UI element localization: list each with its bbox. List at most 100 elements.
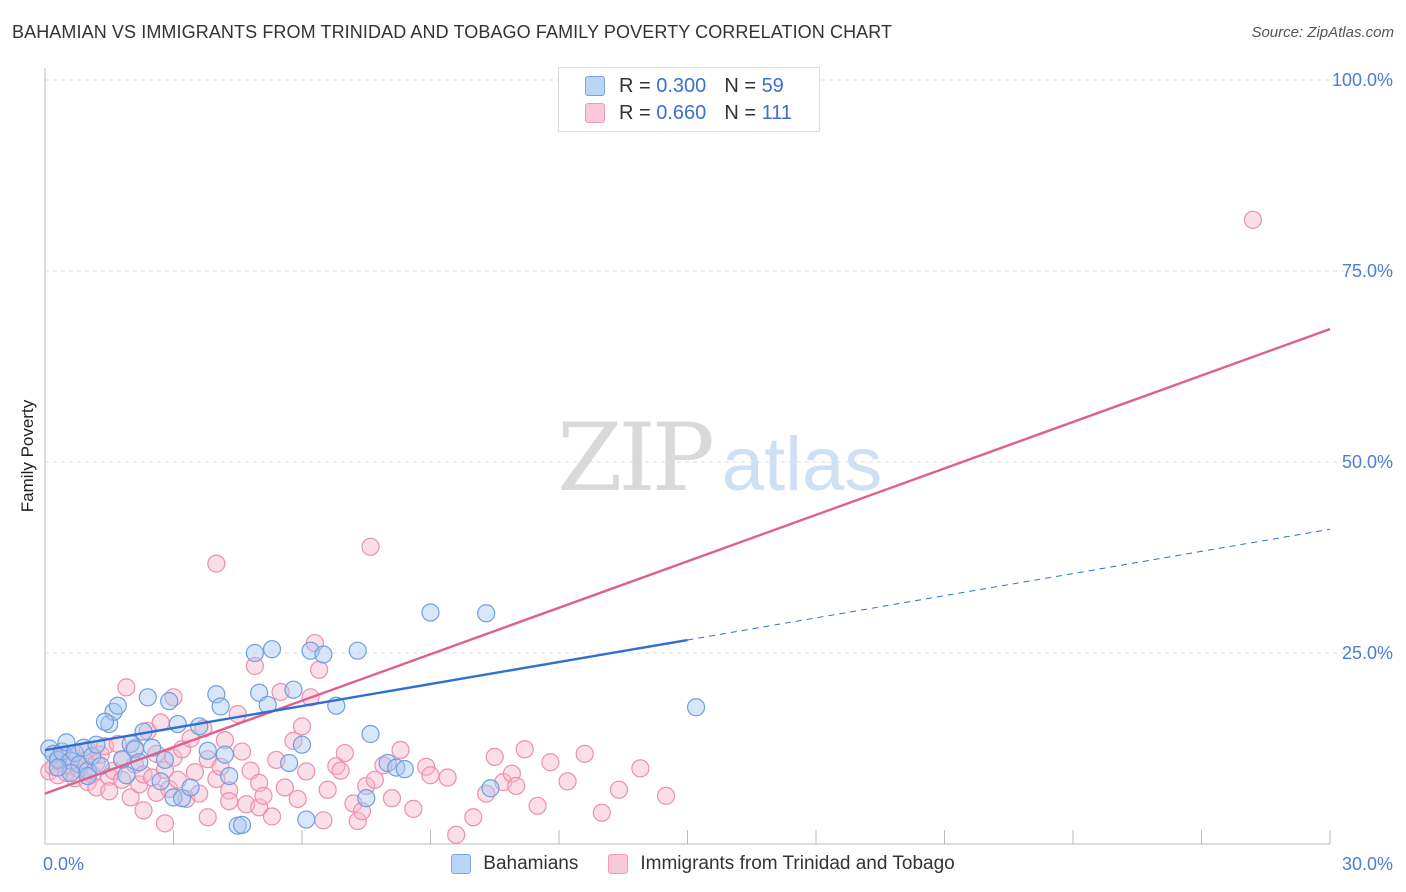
data-point [292,717,312,736]
legend-n-label: N = [724,74,756,97]
data-point [292,735,312,754]
data-point [485,747,504,767]
data-point [220,766,239,786]
data-point [507,776,526,796]
data-point [686,698,706,717]
data-point [318,780,337,799]
data-point [558,772,577,791]
data-point [477,604,496,623]
data-point [100,782,119,801]
data-point [361,724,380,744]
data-point [331,761,350,780]
watermark-zip: ZIP [557,404,711,513]
data-point [391,740,410,760]
data-point [528,796,547,815]
watermark-atlas: atlas [722,422,883,507]
data-point [378,753,397,773]
data-point [160,692,179,711]
data-point [575,744,594,763]
x-tick-label: 0.0% [43,854,84,874]
y-tick-label: 25.0% [1342,643,1393,663]
legend-swatch-pink [585,103,605,123]
data-point [288,789,307,809]
legend-r-label: R = [619,74,651,97]
data-point [198,741,217,760]
data-point [275,778,294,797]
data-point [515,740,534,759]
legend-n-value: 59 [761,74,784,97]
watermark: ZIP atlas [557,404,882,513]
legend-swatch-blue [585,76,605,96]
data-point [262,807,282,826]
data-point [151,772,170,791]
data-point [245,656,264,676]
data-point [134,801,153,820]
data-point [198,808,217,827]
data-point [481,779,500,798]
data-point [250,798,269,817]
data-point [207,554,226,573]
axes [44,68,1331,845]
data-point [117,766,136,785]
x-tick-label: 30.0% [1342,854,1393,874]
data-point [228,705,247,724]
data-point [357,789,376,808]
data-point [310,660,329,679]
data-point [631,759,650,778]
legend-row-trinidad: R = 0.660 N = 111 [585,100,792,126]
series-legend: Bahamians Immigrants from Trinidad and T… [0,851,1406,877]
data-point [297,810,316,829]
data-point [656,786,676,805]
data-point [284,680,303,699]
legend-n-label: N = [724,101,756,124]
data-point [421,766,440,785]
legend-swatch-pink [608,854,629,874]
trend-lines [44,327,1331,795]
legend-r-value: 0.300 [656,74,707,97]
data-point [215,745,234,764]
data-point [541,753,560,772]
data-point [280,753,299,773]
data-point [138,688,157,707]
data-point [48,750,67,770]
data-point [297,762,316,781]
data-point [395,760,414,779]
data-point [348,641,367,660]
tick-labels: 25.0% 50.0% 75.0% 100.0% 0.0% 30.0% [43,70,1393,874]
y-tick-label: 50.0% [1342,452,1393,472]
data-point [87,735,106,754]
legend-r-value: 0.660 [656,101,707,124]
data-point [245,643,264,663]
trend-line-trinidad [44,327,1331,795]
data-point [190,717,209,736]
data-point [1243,210,1263,229]
data-point [382,789,402,808]
trend-line-bahamians-extrapolated [687,528,1331,641]
data-point [108,696,127,715]
data-point [211,697,230,716]
data-point [417,757,436,776]
chart-title: BAHAMIAN VS IMMIGRANTS FROM TRINIDAD AND… [12,22,893,42]
legend-item-trinidad: Immigrants from Trinidad and Tobago [608,853,955,875]
data-point [609,780,629,799]
data-point [348,811,367,831]
legend-label-bahamians: Bahamians [483,853,579,874]
data-point [220,792,239,811]
data-point [168,714,187,734]
legend-n-value: 111 [761,101,792,124]
data-point [232,815,252,835]
data-point [421,603,440,622]
data-point [155,750,175,770]
legend-swatch-blue [451,854,472,874]
data-point [220,781,239,800]
data-point [447,825,466,844]
data-point [314,811,333,830]
data-point [464,808,483,827]
y-tick-label: 100.0% [1332,70,1393,90]
data-point [232,742,252,761]
stats-legend: R = 0.300 N = 59 R = 0.660 N = 111 [558,67,820,132]
data-point [404,799,423,818]
data-point [95,712,115,731]
legend-row-bahamians: R = 0.300 N = 59 [585,73,784,99]
